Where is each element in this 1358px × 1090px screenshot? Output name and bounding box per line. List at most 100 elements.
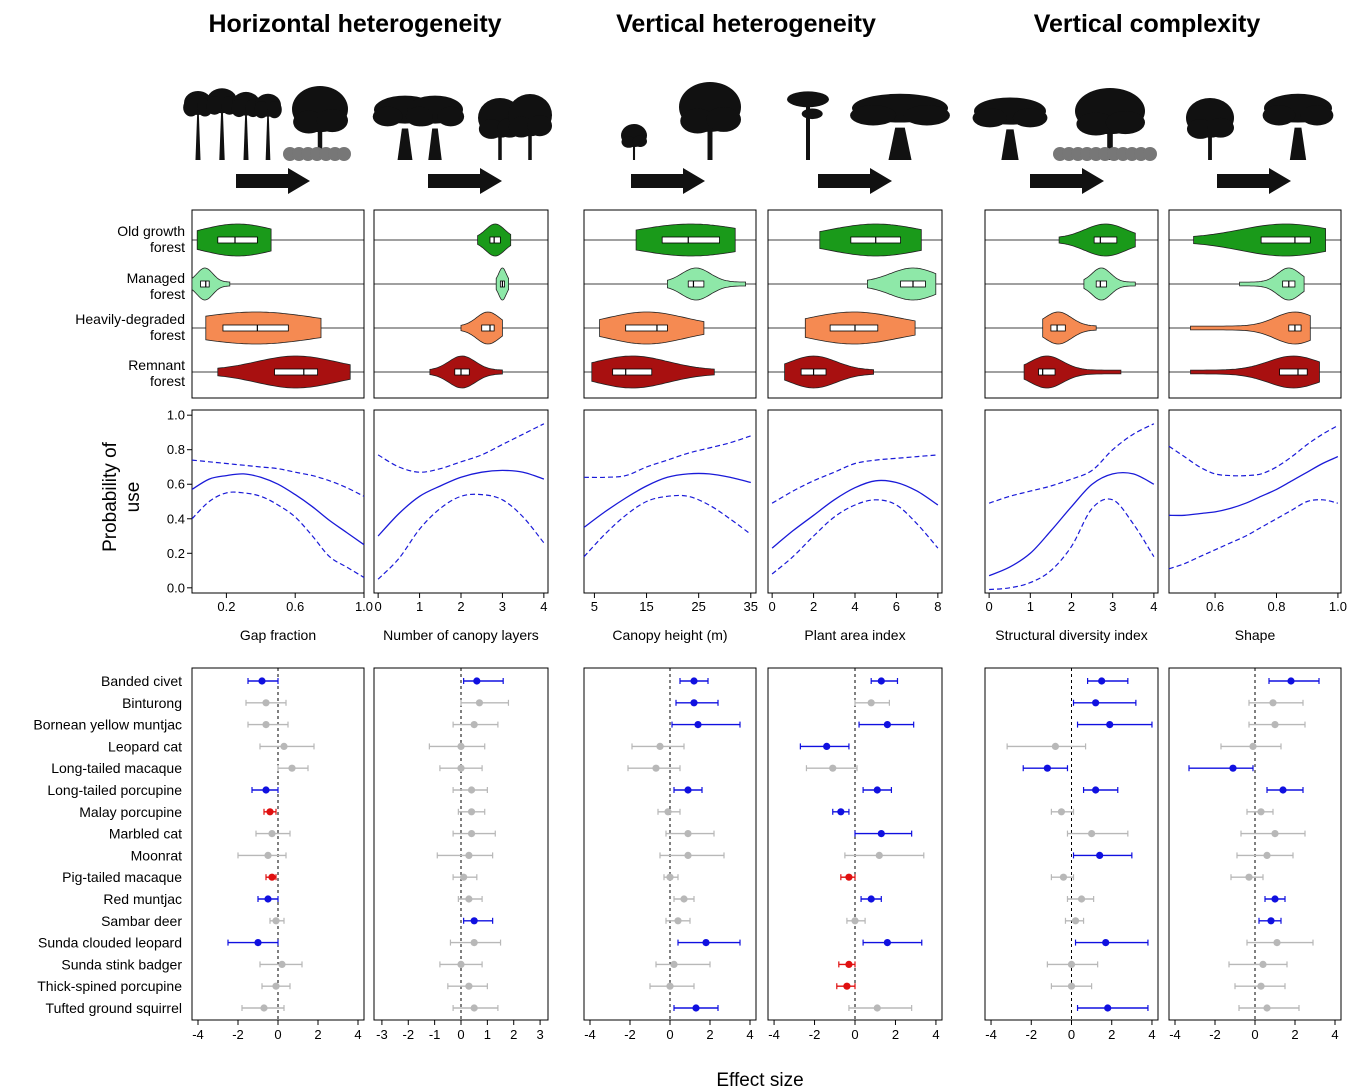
estimate-point xyxy=(278,960,286,969)
x-tick-label: -4 xyxy=(985,1027,997,1042)
x-axis-label: Gap fraction xyxy=(240,627,316,643)
effect-estimate xyxy=(452,786,488,794)
estimate-point xyxy=(670,960,678,969)
x-tick-label: 15 xyxy=(639,599,653,614)
estimate-point xyxy=(1071,917,1080,925)
effect-estimate xyxy=(862,786,893,794)
panel-frame xyxy=(767,409,943,594)
effect-panel-gap-fraction: -4 -2 0 2 4 xyxy=(191,667,365,1042)
effect-estimate xyxy=(457,895,483,903)
ci-upper-line xyxy=(191,459,365,497)
tree-icon xyxy=(1186,98,1235,160)
effect-estimate xyxy=(838,960,856,969)
estimate-point xyxy=(883,721,891,729)
estimate-point xyxy=(684,830,692,838)
x-tick-label: -2 xyxy=(232,1027,244,1042)
fitted-line xyxy=(191,473,365,546)
estimate-point xyxy=(465,851,473,860)
ci-upper-line xyxy=(771,454,938,504)
violin-box-heavily-degraded xyxy=(829,324,879,332)
effect-estimate xyxy=(679,677,709,685)
effect-estimate xyxy=(452,830,496,838)
effect-estimate xyxy=(247,677,279,685)
estimate-point xyxy=(1271,830,1279,838)
estimate-point xyxy=(851,917,859,925)
x-tick-label: 1 xyxy=(1027,599,1034,614)
x-tick-label: 3 xyxy=(499,599,506,614)
effect-estimate xyxy=(1258,917,1282,925)
effect-estimate xyxy=(247,721,289,729)
probability-ylabel-line1: Probability of xyxy=(100,441,121,552)
estimate-point xyxy=(1077,895,1086,903)
arrow-icon xyxy=(236,168,310,194)
violin-remnant xyxy=(784,355,874,389)
estimate-point xyxy=(1104,1004,1112,1012)
x-tick-label: -2 xyxy=(402,1027,414,1042)
violin-box-heavily-degraded xyxy=(625,324,668,332)
violin-panel-structural-diversity-index xyxy=(984,209,1159,399)
estimate-point xyxy=(845,873,853,881)
panel-frame xyxy=(767,209,943,399)
effect-estimate xyxy=(1238,1004,1300,1012)
species-label-thick-spined-porcupine: Thick-spined porcupine xyxy=(37,978,182,994)
panel-frame xyxy=(373,209,549,399)
violin-box-old-growth xyxy=(1093,236,1118,244)
species-label-long-tailed-macaque: Long-tailed macaque xyxy=(51,760,182,776)
estimate-point xyxy=(264,895,272,903)
violin-panel-shape xyxy=(1168,209,1342,399)
violin-managed xyxy=(1083,267,1136,301)
effect-estimate xyxy=(463,677,504,685)
estimate-point xyxy=(1257,982,1265,990)
estimate-point xyxy=(467,830,476,838)
x-tick-label: -2 xyxy=(1209,1027,1221,1042)
tree-icon xyxy=(621,124,647,160)
x-tick-label: -2 xyxy=(809,1027,821,1042)
effect-estimate xyxy=(631,742,685,751)
estimate-point xyxy=(883,939,891,947)
estimate-point xyxy=(877,830,885,838)
effect-estimate xyxy=(870,677,899,685)
tree-icon xyxy=(850,93,950,160)
effect-estimate xyxy=(1188,764,1254,772)
effect-estimate xyxy=(1072,851,1133,860)
effect-estimate xyxy=(854,699,890,707)
x-tick-label: 2 xyxy=(706,1027,713,1042)
estimate-point xyxy=(475,699,484,707)
x-tick-label: 8 xyxy=(934,599,941,614)
effect-estimate xyxy=(1076,721,1153,729)
violin-managed xyxy=(1239,267,1305,301)
estimate-point xyxy=(702,939,710,947)
effect-estimate xyxy=(677,939,741,947)
x-tick-label: 2 xyxy=(1108,1027,1115,1042)
effect-estimate xyxy=(255,830,291,838)
estimate-point xyxy=(470,1004,478,1012)
forest-label-managed-2: forest xyxy=(150,286,185,302)
arrow-icon xyxy=(1030,168,1104,194)
x-tick-label: 1.0 xyxy=(355,599,373,614)
effect-estimate xyxy=(1050,982,1093,990)
effect-estimate xyxy=(627,764,681,772)
tree-icon xyxy=(292,86,348,158)
violin-box-old-growth xyxy=(489,236,501,244)
estimate-point xyxy=(1102,939,1110,947)
species-label-malay-porcupine: Malay porcupine xyxy=(79,804,182,820)
violin-panels xyxy=(191,209,1342,399)
violin-box-old-growth xyxy=(661,236,720,244)
probability-panel-gap-fraction: 0.2 0.6 1.0 Gap fraction 0.0 0.2 0.4 0.6 0.8 1.0 xyxy=(167,408,373,643)
estimate-point xyxy=(1279,786,1287,794)
x-tick-label: -4 xyxy=(1169,1027,1181,1042)
effect-estimate xyxy=(1086,677,1129,685)
effect-estimate xyxy=(261,982,291,990)
x-tick-label: 0 xyxy=(666,1027,673,1042)
effect-estimate xyxy=(799,742,850,751)
tree-icon xyxy=(231,91,261,160)
effect-estimate xyxy=(1082,786,1119,794)
panel-frame xyxy=(1168,409,1342,594)
effect-estimate xyxy=(1236,851,1294,860)
effect-estimate xyxy=(241,1004,285,1012)
x-tick-label: -1 xyxy=(429,1027,441,1042)
ci-upper-line xyxy=(1168,424,1339,477)
effect-estimate xyxy=(846,917,866,925)
estimate-point xyxy=(837,808,845,816)
